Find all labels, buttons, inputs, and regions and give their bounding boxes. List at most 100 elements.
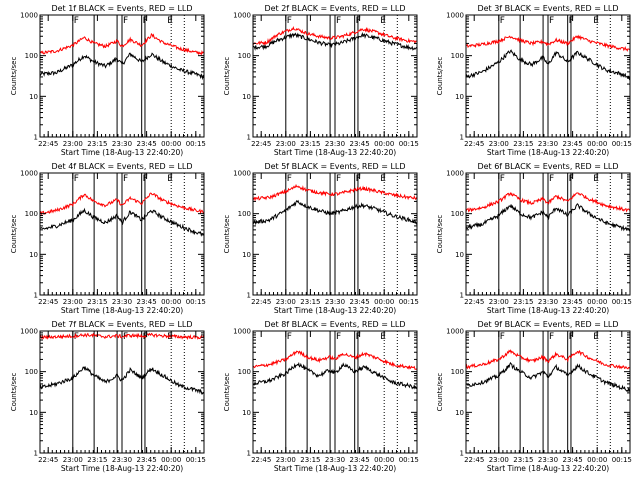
x-tick-label: 23:15 <box>87 298 107 306</box>
y-axis-label: Counts/sec <box>223 57 231 96</box>
y-tick-label: 1000 <box>20 328 38 336</box>
interval-marker: F <box>500 174 505 184</box>
interval-marker: F <box>123 16 128 26</box>
y-axis-label: Counts/sec <box>223 215 231 254</box>
interval-marker: E <box>593 332 599 342</box>
x-tick-label: 23:15 <box>513 456 533 464</box>
x-tick-label: 22:45 <box>251 140 271 148</box>
x-tick-label: 00:00 <box>161 456 181 464</box>
interval-marker: F <box>143 332 148 342</box>
events-series-line <box>39 52 205 81</box>
y-tick-label: 1 <box>247 292 251 300</box>
y-tick-label: 1 <box>34 134 38 142</box>
x-tick-label: 00:00 <box>587 140 607 148</box>
x-tick-label: 23:00 <box>276 298 296 306</box>
interval-marker: E <box>380 174 386 184</box>
y-tick-label: 10 <box>29 251 38 259</box>
panel-4: Det 4f BLACK = Events, RED = LLD F F F E 1 10 1… <box>10 162 206 315</box>
panel-8: Det 8f BLACK = Events, RED = LLD F F F E 1 10 1… <box>223 320 419 473</box>
interval-marker: E <box>593 174 599 184</box>
interval-marker: F <box>336 174 341 184</box>
y-axis-label: Counts/sec <box>10 57 18 96</box>
x-tick-label: 23:45 <box>563 456 583 464</box>
x-tick-label: 23:30 <box>112 140 132 148</box>
interval-marker: F <box>287 174 292 184</box>
y-tick-label: 1000 <box>20 170 38 178</box>
y-tick-label: 1 <box>247 134 251 142</box>
y-tick-label: 100 <box>238 210 251 218</box>
x-tick-label: 23:15 <box>87 456 107 464</box>
interval-marker: F <box>123 174 128 184</box>
y-tick-label: 1000 <box>233 170 251 178</box>
x-tick-label: 23:00 <box>489 140 509 148</box>
x-tick-label: 00:15 <box>186 456 206 464</box>
x-tick-label: 00:15 <box>612 140 632 148</box>
y-tick-label: 10 <box>242 409 251 417</box>
events-series-line <box>39 366 205 395</box>
y-tick-label: 1 <box>460 134 464 142</box>
x-tick-label: 23:00 <box>63 140 83 148</box>
x-axis-label: Start Time (18-Aug-13 22:40:20) <box>61 464 183 473</box>
y-axis-label: Counts/sec <box>10 373 18 412</box>
x-tick-label: 23:15 <box>300 456 320 464</box>
y-axis-label: Counts/sec <box>10 215 18 254</box>
x-tick-label: 22:45 <box>251 298 271 306</box>
x-tick-label: 23:15 <box>513 298 533 306</box>
y-tick-label: 100 <box>451 52 464 60</box>
x-tick-label: 22:45 <box>38 140 58 148</box>
x-tick-label: 23:30 <box>325 298 345 306</box>
x-tick-label: 23:30 <box>112 298 132 306</box>
x-tick-label: 23:00 <box>276 140 296 148</box>
y-axis-label: Counts/sec <box>436 215 444 254</box>
x-tick-label: 22:45 <box>38 298 58 306</box>
lld-series-line <box>39 32 205 56</box>
x-tick-label: 23:30 <box>325 140 345 148</box>
y-tick-label: 1000 <box>446 170 464 178</box>
interval-marker: E <box>380 16 386 26</box>
x-tick-label: 23:45 <box>563 298 583 306</box>
lld-series-line <box>465 34 631 52</box>
x-tick-label: 23:45 <box>137 140 157 148</box>
interval-marker: F <box>143 174 148 184</box>
interval-marker: F <box>500 16 505 26</box>
x-tick-label: 23:45 <box>137 456 157 464</box>
x-axis-label: Start Time (18-Aug-13 22:40:20) <box>487 148 609 157</box>
interval-marker: E <box>167 174 173 184</box>
interval-marker: F <box>356 16 361 26</box>
y-tick-label: 1 <box>34 292 38 300</box>
x-tick-label: 23:15 <box>513 140 533 148</box>
x-tick-label: 23:00 <box>489 456 509 464</box>
interval-marker: E <box>380 332 386 342</box>
x-tick-label: 23:30 <box>112 456 132 464</box>
x-axis-label: Start Time (18-Aug-13 22:40:20) <box>487 464 609 473</box>
x-tick-label: 23:00 <box>63 456 83 464</box>
x-tick-label: 23:15 <box>87 140 107 148</box>
x-tick-label: 23:30 <box>538 140 558 148</box>
y-tick-label: 100 <box>25 52 38 60</box>
events-series-line <box>39 207 205 237</box>
x-tick-label: 23:00 <box>489 298 509 306</box>
y-tick-label: 10 <box>242 251 251 259</box>
interval-marker: F <box>569 332 574 342</box>
y-tick-label: 10 <box>242 93 251 101</box>
lld-series-line <box>39 192 205 216</box>
panel-title: Det 2f BLACK = Events, RED = LLD <box>264 4 405 13</box>
x-tick-label: 23:00 <box>276 456 296 464</box>
x-tick-label: 00:15 <box>186 140 206 148</box>
panel-9: Det 9f BLACK = Events, RED = LLD F F F E 1 10 1… <box>436 320 632 473</box>
y-axis-label: Counts/sec <box>436 57 444 96</box>
panel-3: Det 3f BLACK = Events, RED = LLD F F F E 1 10 1… <box>436 4 632 157</box>
events-series-line <box>252 31 418 51</box>
events-series-line <box>252 361 418 390</box>
x-tick-label: 23:30 <box>538 298 558 306</box>
x-axis-label: Start Time (18-Aug-13 22:40:20) <box>274 306 396 315</box>
y-tick-label: 1000 <box>446 12 464 20</box>
y-tick-label: 1000 <box>446 328 464 336</box>
x-tick-label: 23:30 <box>538 456 558 464</box>
y-axis-label: Counts/sec <box>223 373 231 412</box>
x-tick-label: 23:45 <box>137 298 157 306</box>
panel-6: Det 6f BLACK = Events, RED = LLD F F F E 1 10 1… <box>436 162 632 315</box>
x-tick-label: 00:15 <box>399 298 419 306</box>
x-tick-label: 00:00 <box>161 140 181 148</box>
y-tick-label: 100 <box>238 368 251 376</box>
